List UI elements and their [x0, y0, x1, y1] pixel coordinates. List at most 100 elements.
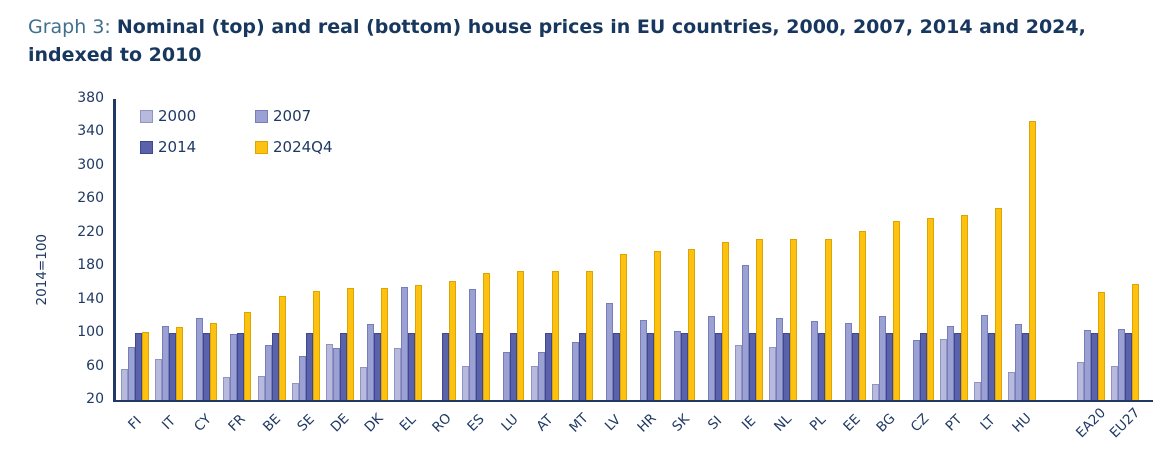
bar-2007-de: [332, 348, 340, 400]
bar-group-fi: FI: [121, 332, 149, 433]
bar-2014-be: [271, 333, 279, 400]
y-tick-label: 60: [86, 357, 104, 374]
bar-group-nl: NL: [769, 238, 798, 435]
bar-2024q4-ee: [858, 231, 866, 400]
legend-label-2007: 2007: [273, 107, 312, 125]
bar-2014-se: [305, 333, 313, 400]
bar-2024q4-pt: [961, 215, 968, 400]
bar-2014-hu: [1022, 333, 1030, 400]
bar-2007-eu27: [1117, 328, 1125, 400]
bar-2007-pl: [810, 321, 818, 400]
legend-label-2014: 2014: [158, 138, 197, 156]
bar-group-pl: PL: [804, 238, 832, 434]
bar-2014-sk: [681, 333, 688, 400]
bar-2014-pl: [817, 333, 825, 400]
bar-group-sk: SK: [667, 248, 695, 435]
bar-2024q4-cy: [210, 323, 218, 400]
bar-2014-ea20: [1090, 333, 1098, 400]
bar-2014-nl: [783, 333, 791, 400]
bar-2000-bg: [871, 384, 879, 400]
bar-2014-cy: [203, 333, 211, 400]
bar-group-be: BE: [257, 296, 286, 435]
bar-2024q4-be: [278, 296, 286, 400]
bar-group-lu: LU: [496, 271, 525, 435]
bar-2007-at: [537, 351, 545, 400]
bar-2007-cy: [196, 318, 204, 400]
bar-groups: FI IT CY FR BE SE DE DK EL RO ES LU AT MT LV HR SK SI IE NL…: [116, 99, 1153, 441]
bar-group-se: SE: [291, 291, 320, 435]
bar-2000-el: [394, 348, 401, 400]
bar-2007-lv: [605, 303, 613, 400]
bar-group-ro: RO: [428, 281, 457, 436]
bar-2007-ie: [742, 265, 750, 400]
bar-group-dk: DK: [359, 287, 388, 435]
bar-2014-hr: [646, 333, 654, 400]
bar-2007-dk: [366, 323, 374, 400]
bar-group-bg: BG: [871, 221, 900, 436]
bar-2000-es: [462, 365, 470, 400]
bar-2000-hu: [1008, 372, 1016, 400]
bar-2024q4-se: [312, 291, 320, 400]
bar-2014-lt: [988, 333, 996, 400]
bar-2000-at: [530, 365, 538, 400]
bar-2024q4-hu: [1029, 120, 1037, 400]
bar-2014-bg: [885, 333, 893, 400]
bar-2024q4-it: [176, 327, 184, 400]
bar-2014-ro: [442, 333, 450, 400]
bar-2007-cz: [912, 339, 920, 400]
legend-swatch-2000: [140, 109, 153, 123]
y-tick-label: 300: [77, 156, 104, 173]
bar-2000-lt: [974, 382, 982, 400]
bar-2024q4-lv: [619, 253, 627, 400]
bar-2007-bg: [878, 315, 886, 400]
bar-group-si: SI: [701, 241, 730, 433]
bar-2000-fr: [223, 377, 231, 400]
bar-2024q4-si: [722, 241, 730, 400]
bar-2014-ee: [851, 333, 859, 400]
bar-2024q4-mt: [585, 271, 593, 400]
bar-2000-eu27: [1110, 365, 1118, 400]
legend-label-2000: 2000: [158, 107, 197, 125]
bar-2024q4-ie: [756, 239, 764, 400]
bar-2014-eu27: [1124, 333, 1132, 400]
y-tick-label: 340: [77, 123, 104, 140]
legend-item-2014: 2014: [140, 138, 255, 156]
bar-2007-es: [469, 288, 477, 400]
bar-2024q4-de: [346, 287, 354, 400]
bar-2014-es: [476, 333, 484, 400]
bar-2024q4-hr: [653, 251, 661, 400]
bar-group-it: IT: [155, 325, 184, 433]
bar-2007-mt: [571, 342, 579, 400]
bar-2007-it: [162, 325, 170, 400]
y-tick-label: 20: [86, 391, 104, 407]
bar-2007-lt: [981, 314, 989, 400]
bar-2000-pt: [940, 338, 947, 400]
bar-2014-lv: [612, 333, 620, 400]
bar-2007-lu: [503, 351, 511, 400]
bar-group-at: AT: [530, 271, 559, 434]
chart-title-text: Nominal (top) and real (bottom) house pr…: [28, 16, 1086, 66]
bar-2000-nl: [769, 347, 777, 400]
y-tick-label: 260: [77, 190, 104, 207]
bar-group-hr: HR: [633, 251, 661, 436]
bar-2014-mt: [578, 333, 586, 400]
bar-2024q4-at: [551, 271, 559, 400]
bar-group-pt: PT: [940, 215, 968, 434]
bar-2014-ie: [749, 333, 757, 400]
legend-item-2007: 2007: [255, 107, 333, 125]
bar-2014-lu: [510, 333, 518, 400]
graph-number-label: Graph 3:: [28, 16, 111, 38]
bar-2014-de: [339, 333, 347, 400]
bar-2007-nl: [776, 318, 784, 400]
bar-2007-se: [298, 355, 306, 400]
bar-group-es: ES: [462, 272, 491, 435]
bar-2024q4-dk: [380, 287, 388, 400]
bar-2014-at: [544, 333, 552, 400]
bar-2000-se: [291, 383, 299, 400]
y-axis-ticks: 20 60 100 140 180 220 260 300 340 380: [52, 0, 104, 469]
bar-group-ee: EE: [838, 231, 866, 435]
bar-2014-pt: [954, 333, 961, 400]
bar-2024q4-sk: [688, 248, 695, 400]
bar-2024q4-lt: [995, 207, 1003, 400]
bar-2000-fi: [121, 369, 128, 400]
